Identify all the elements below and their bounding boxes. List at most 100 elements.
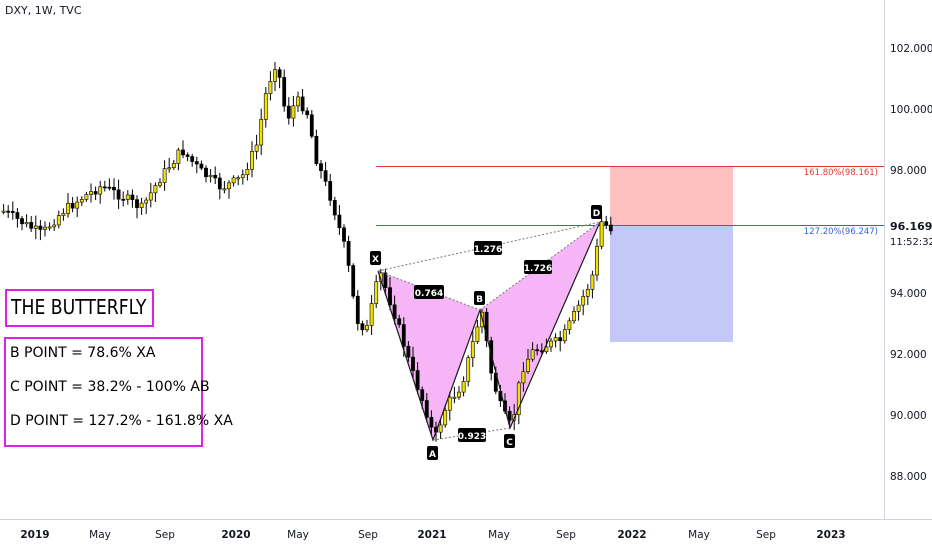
bull-candle <box>526 358 530 373</box>
time-axis[interactable]: 2019 May Sep 2020 May Sep 2021 May Sep 2022 May Sep… <box>20 529 845 541</box>
price-tick: 88.000 <box>890 471 927 483</box>
bear-candle <box>286 105 291 119</box>
point-x-marker: X <box>370 251 381 265</box>
bull-candle <box>447 396 452 411</box>
bull-candle <box>89 191 93 195</box>
time-tick: May <box>287 529 309 541</box>
bear-candle <box>401 324 406 347</box>
bull-candle <box>24 222 29 225</box>
bull-candle <box>567 320 572 330</box>
bull-candle <box>530 349 535 360</box>
symbol-label[interactable]: DXY, 1W, TVC <box>5 4 82 17</box>
bull-candle <box>245 169 250 176</box>
bull-candle <box>291 105 296 119</box>
bear-candle <box>360 323 365 331</box>
bear-candle <box>102 186 107 189</box>
bull-candle <box>516 382 521 415</box>
bull-candle <box>43 226 47 230</box>
bear-candle <box>282 77 287 107</box>
bull-candle <box>466 357 471 382</box>
pattern-title: THE BUTTERFLY <box>11 295 147 319</box>
bull-candle <box>553 337 558 342</box>
time-tick: 2019 <box>20 529 49 541</box>
title-box: THE BUTTERFLY <box>5 289 154 327</box>
svg-text:B: B <box>476 295 483 305</box>
bear-candle <box>300 96 305 112</box>
bull-candle <box>162 168 167 183</box>
bear-candle <box>217 177 222 190</box>
rule-d-point: D POINT = 127.2% - 161.8% XA <box>10 413 233 429</box>
bear-candle <box>351 265 356 297</box>
bull-candle <box>562 329 567 342</box>
bull-candle <box>171 163 176 169</box>
bear-candle <box>204 167 208 178</box>
bear-candle <box>314 135 319 164</box>
svg-text:0.764: 0.764 <box>415 289 443 299</box>
ratio-label-xd: 1.276 <box>474 241 502 255</box>
bear-candle <box>346 241 351 266</box>
bull-candle <box>521 371 526 384</box>
bull-candle <box>470 341 475 358</box>
ratio-label-bd: 1.726 <box>524 260 552 274</box>
bear-candle <box>411 356 415 371</box>
bull-candle <box>273 69 277 82</box>
time-tick: 2020 <box>221 529 250 541</box>
bear-candle <box>608 224 613 232</box>
time-tick: Sep <box>556 529 576 541</box>
bull-candle <box>79 199 84 203</box>
point-b-marker: B <box>474 291 485 305</box>
bull-candle <box>365 325 369 331</box>
bear-candle <box>429 417 434 428</box>
time-tick: May <box>688 529 710 541</box>
bull-candle <box>263 93 268 120</box>
bear-candle <box>305 110 310 116</box>
price-tick: 98.000 <box>890 165 927 177</box>
bull-candle <box>98 186 103 195</box>
time-tick: Sep <box>358 529 378 541</box>
bear-candle <box>190 156 195 162</box>
bull-candle <box>475 326 480 342</box>
bull-candle <box>595 245 599 276</box>
bull-candle <box>236 177 241 180</box>
bear-candle <box>392 304 397 319</box>
bull-candle <box>231 177 236 184</box>
bear-candle <box>604 221 609 226</box>
svg-text:C: C <box>506 438 513 448</box>
price-tick: 92.000 <box>890 349 927 361</box>
bd-dotted <box>479 221 601 311</box>
bull-candle <box>52 224 57 228</box>
bear-candle <box>535 349 540 352</box>
bull-candle <box>452 396 457 399</box>
bull-candle <box>599 221 604 247</box>
point-a-marker: A <box>427 446 438 460</box>
bear-candle <box>342 227 346 242</box>
price-tick: 102.000 <box>890 43 932 55</box>
rule-b-point: B POINT = 78.6% XA <box>10 345 156 361</box>
price-axis[interactable]: 102.000 100.000 98.000 94.000 92.000 90.… <box>890 43 932 483</box>
bear-candle <box>130 194 135 200</box>
point-c-marker: C <box>504 434 515 448</box>
bull-candle <box>158 182 162 186</box>
bear-candle <box>194 161 199 165</box>
ac-dotted <box>432 427 511 441</box>
pattern-bcd-fill <box>480 222 600 428</box>
bear-candle <box>29 222 34 229</box>
fib-1618-label: 161.80%(98.161) <box>804 168 878 178</box>
bull-candle <box>125 194 130 200</box>
bull-candle <box>549 340 553 348</box>
bear-candle <box>507 410 512 421</box>
bull-candle <box>369 303 374 326</box>
time-tick: Sep <box>155 529 175 541</box>
bear-candle <box>10 211 15 213</box>
bear-candle <box>489 340 494 374</box>
bull-candle <box>576 304 581 312</box>
bear-candle <box>383 272 388 288</box>
bull-candle <box>153 185 158 194</box>
bear-candle <box>277 69 282 78</box>
bear-candle <box>93 191 98 195</box>
bull-candle <box>176 149 181 164</box>
pattern-xab-fill <box>378 271 480 440</box>
bull-candle <box>227 182 231 190</box>
current-price-value: 96.169 <box>890 220 932 233</box>
